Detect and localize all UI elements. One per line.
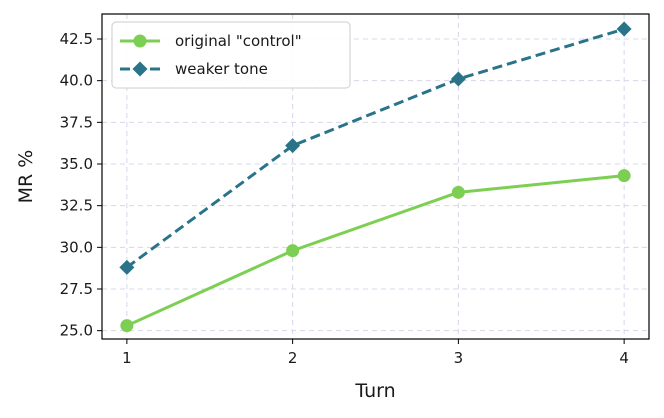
- data-point-circle: [286, 244, 300, 258]
- series-line: [126, 174, 625, 328]
- data-point-circle: [617, 169, 631, 183]
- y-tick-label: 32.5: [60, 197, 93, 215]
- y-tick-label: 37.5: [60, 113, 93, 131]
- plot-frame: [101, 13, 650, 340]
- legend-box: [111, 21, 351, 89]
- data-point-circle: [451, 185, 465, 199]
- legend-label: original "control": [175, 32, 302, 50]
- y-tick-label: 30.0: [60, 238, 93, 256]
- x-tick-label: 4: [619, 349, 629, 367]
- data-point-circle: [120, 319, 134, 333]
- series-line: [125, 27, 625, 269]
- y-axis-label: MR %: [15, 150, 37, 204]
- data-point-diamond: [119, 259, 135, 275]
- legend-entry: original "control": [120, 32, 302, 50]
- axis-ticks: 1 2 3 4 25.0 27.5 30.0 32.5 35.0 37.5 40.0 42.5: [60, 30, 629, 367]
- y-tick-label: 25.0: [60, 322, 93, 340]
- series-layer: [119, 21, 632, 333]
- data-point-circle: [133, 34, 147, 48]
- data-point-diamond: [450, 71, 466, 87]
- x-tick-label: 3: [454, 349, 464, 367]
- x-tick-label: 2: [288, 349, 298, 367]
- x-tick-label: 1: [122, 349, 132, 367]
- series-2: [119, 21, 632, 275]
- data-point-diamond: [285, 138, 301, 154]
- legend-entry: weaker tone: [120, 60, 268, 78]
- data-point-diamond: [132, 61, 148, 77]
- legend: original "control" weaker tone: [111, 21, 351, 89]
- legend-label: weaker tone: [175, 60, 268, 78]
- y-tick-label: 27.5: [60, 280, 93, 298]
- y-tick-label: 42.5: [60, 30, 93, 48]
- y-tick-label: 40.0: [60, 72, 93, 90]
- series-1: [120, 169, 631, 333]
- data-point-diamond: [616, 21, 632, 37]
- y-tick-label: 35.0: [60, 155, 93, 173]
- x-axis-label: Turn: [354, 380, 395, 402]
